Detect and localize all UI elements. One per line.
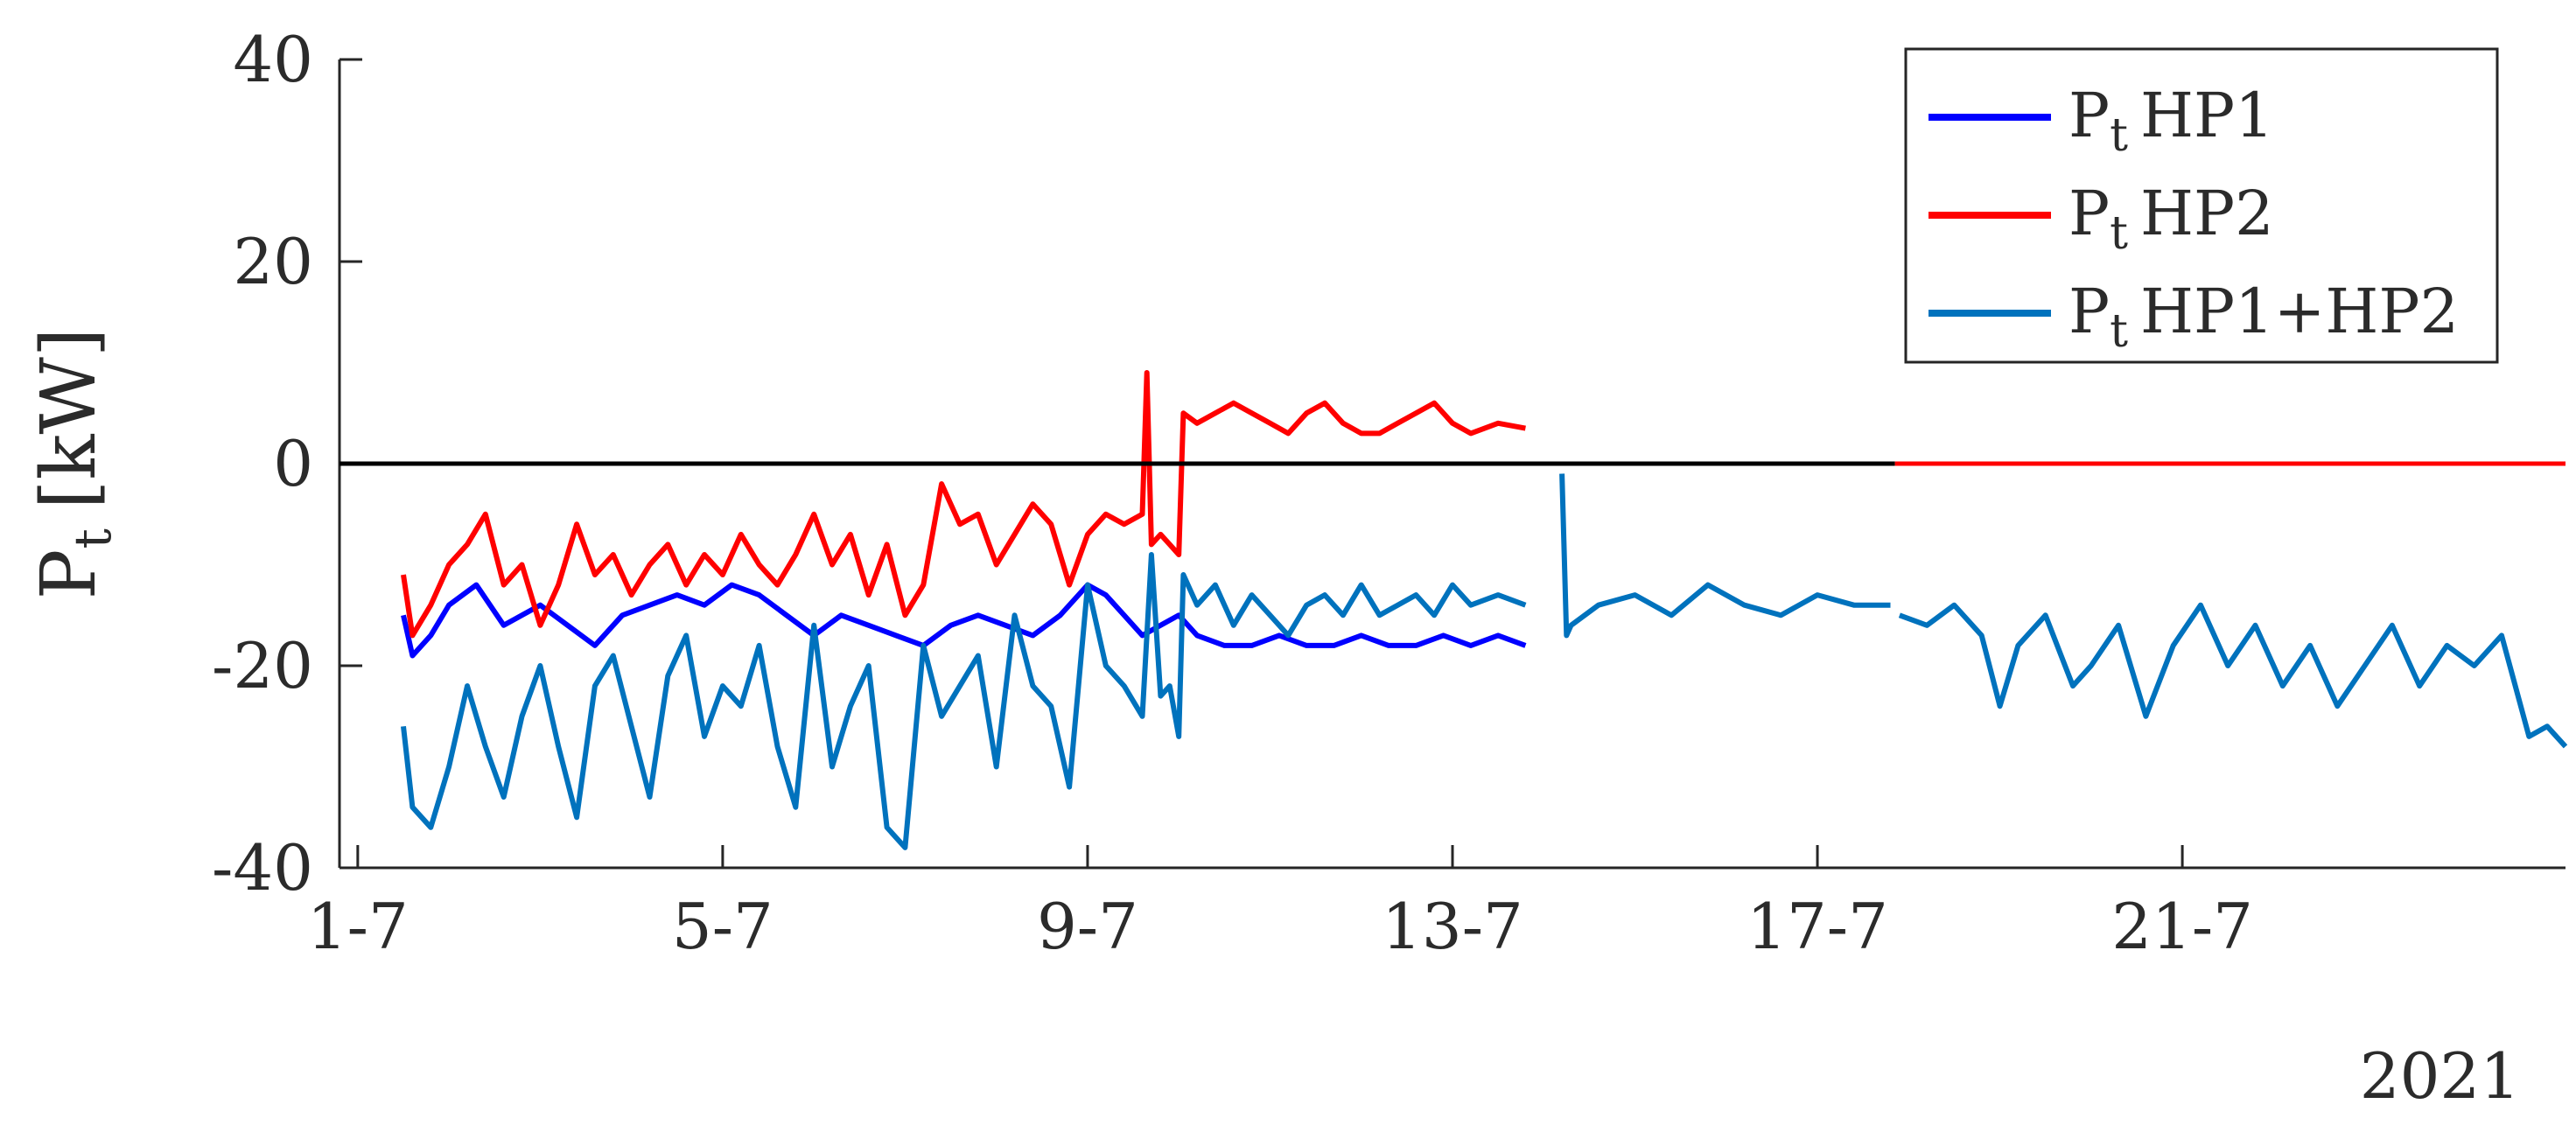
legend-label: Pt HP1+HP2 xyxy=(2068,276,2459,358)
legend-item: Pt HP2 xyxy=(1928,178,2274,260)
legend-label-sub: t xyxy=(2110,109,2128,162)
legend-item: Pt HP1+HP2 xyxy=(1928,276,2459,358)
legend-label-main: P xyxy=(2068,178,2110,249)
legend-label-sub: t xyxy=(2110,305,2128,358)
y-axis-label-unit: [kW] xyxy=(25,328,113,510)
series-line xyxy=(401,582,1527,659)
y-axis-label-text: Pt [kW] xyxy=(25,328,122,600)
legend-label-rest: HP1+HP2 xyxy=(2140,276,2459,347)
legend-label: Pt HP1 xyxy=(2068,80,2274,162)
series-hp2 xyxy=(401,370,1526,639)
legend-label: Pt HP2 xyxy=(2068,178,2274,260)
legend-label-sub: t xyxy=(2110,207,2128,260)
x-tick-label: 9-7 xyxy=(1037,890,1138,963)
x-tick-label: 13-7 xyxy=(1382,890,1523,963)
tick-marks: -40 -20 0 20 40 1-7 5-7 9-7 13-7 17-7 21-7 xyxy=(212,23,2253,963)
legend-item: Pt HP1 xyxy=(1928,80,2274,162)
series-hp1 xyxy=(401,582,1527,659)
series-line xyxy=(401,552,1527,850)
legend-label-rest: HP2 xyxy=(2140,178,2274,249)
y-tick-label: 20 xyxy=(233,225,313,298)
y-tick-label: -40 xyxy=(212,831,313,905)
x-tick-label: 1-7 xyxy=(307,890,409,963)
y-axis-label-main: P xyxy=(25,549,113,600)
y-tick-label: -20 xyxy=(212,629,313,702)
y-tick-label: 0 xyxy=(273,427,313,500)
legend-label-rest: HP1 xyxy=(2140,80,2274,151)
series-line xyxy=(1559,473,1891,639)
x-tick-label: 5-7 xyxy=(672,890,774,963)
year-label: 2021 xyxy=(2360,1039,2520,1113)
y-axis-label-sub: t xyxy=(63,528,122,549)
y-axis-label: Pt [kW] xyxy=(25,328,122,600)
series-line xyxy=(1898,602,2568,749)
legend-label-main: P xyxy=(2068,276,2110,347)
series-line xyxy=(401,370,1526,639)
x-tick-label: 21-7 xyxy=(2111,890,2253,963)
series-layer xyxy=(340,370,2568,850)
legend-label-main: P xyxy=(2068,80,2110,151)
y-tick-label: 40 xyxy=(233,23,313,96)
series-hp1-plus-hp2 xyxy=(401,473,2568,850)
x-tick-label: 17-7 xyxy=(1746,890,1888,963)
